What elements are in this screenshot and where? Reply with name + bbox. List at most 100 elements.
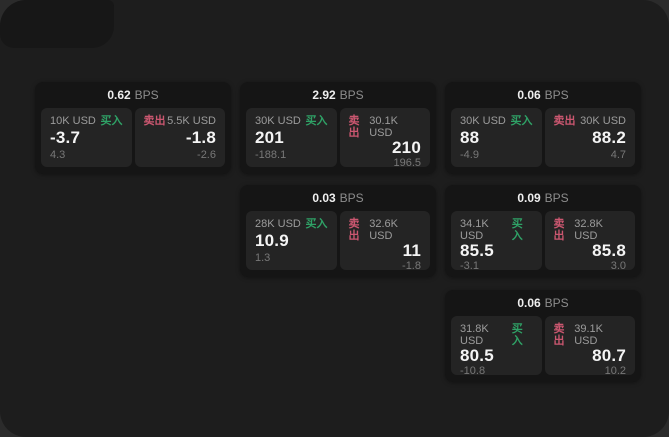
bps-value: 2.92 [312, 88, 336, 102]
bps-value: 0.03 [312, 191, 336, 205]
buy-amount-label: 31.8K USD [460, 323, 489, 347]
buy-delta-value: -188.1 [255, 149, 287, 161]
sell-panel-top: 卖出 30.1K USD [349, 115, 422, 139]
buy-panel[interactable]: 28K USD 买入 10.9 1.3 [246, 211, 337, 270]
buy-panel-top: 30K USD 买入 [255, 115, 328, 127]
buy-side-label: 买入 [510, 115, 533, 127]
sell-panel-top: 卖出 39.1K USD [554, 323, 627, 347]
buy-side-label: 买入 [511, 218, 523, 242]
buy-panel-top: 10K USD 买入 [50, 115, 123, 127]
buy-side-label: 买入 [305, 115, 328, 127]
sell-price-value: 80.7 [592, 346, 626, 365]
card-header: 0.03 BPS [240, 185, 436, 211]
sell-amount-label: 30.1K USD [369, 115, 398, 139]
sell-side-label: 卖出 [143, 115, 166, 127]
sell-delta-value: 4.7 [610, 149, 626, 161]
sell-side-label: 卖出 [553, 218, 565, 242]
bps-unit: BPS [134, 88, 159, 102]
quote-card: 0.09 BPS 34.1K USD 买入 85.5 -3.1 卖出 32.8K… [445, 185, 641, 277]
buy-panel[interactable]: 34.1K USD 买入 85.5 -3.1 [451, 211, 542, 272]
buy-panel-top: 34.1K USD 买入 [460, 218, 533, 242]
sell-price-value: -1.8 [185, 128, 216, 147]
sell-amount-label: 5.5K USD [167, 115, 216, 127]
quote-card: 2.92 BPS 30K USD 买入 201 -188.1 卖出 30.1K … [240, 82, 436, 174]
sell-delta-value: 10.2 [604, 365, 626, 377]
bps-unit: BPS [339, 191, 364, 205]
buy-price-value: 10.9 [255, 231, 289, 250]
sell-price-value: 88.2 [592, 128, 626, 147]
buy-price-value: 201 [255, 128, 284, 147]
buy-delta-value: 4.3 [50, 149, 66, 161]
quote-panels: 10K USD 买入 -3.7 4.3 卖出 5.5K USD -1.8 -2.… [35, 108, 231, 167]
sell-delta-value: 3.0 [610, 260, 626, 272]
sell-price-value: 85.8 [592, 241, 626, 260]
card-header: 0.06 BPS [445, 290, 641, 316]
sell-panel[interactable]: 卖出 32.6K USD 11 -1.8 [339, 211, 430, 272]
sell-panel-top: 卖出 32.8K USD [554, 218, 627, 242]
bps-value: 0.06 [517, 296, 541, 310]
bps-value: 0.09 [517, 191, 541, 205]
bps-unit: BPS [544, 191, 569, 205]
buy-price-value: 85.5 [460, 241, 494, 260]
card-header: 2.92 BPS [240, 82, 436, 108]
buy-delta-value: 1.3 [255, 252, 271, 264]
buy-amount-label: 28K USD [255, 218, 301, 230]
buy-panel-top: 31.8K USD 买入 [460, 323, 533, 347]
buy-side-label: 买入 [100, 115, 123, 127]
card-header: 0.06 BPS [445, 82, 641, 108]
sell-amount-label: 39.1K USD [574, 323, 603, 347]
buy-amount-label: 34.1K USD [460, 218, 489, 242]
sell-panel-top: 卖出 5.5K USD [144, 115, 217, 127]
quote-panels: 30K USD 买入 88 -4.9 卖出 30K USD 88.2 4.7 [445, 108, 641, 167]
buy-panel-top: 30K USD 买入 [460, 115, 533, 127]
buy-panel[interactable]: 30K USD 买入 201 -188.1 [246, 108, 337, 167]
sell-price-value: 210 [392, 138, 421, 157]
bps-unit: BPS [339, 88, 364, 102]
sell-panel[interactable]: 卖出 32.8K USD 85.8 3.0 [544, 211, 635, 272]
bps-value: 0.62 [107, 88, 131, 102]
buy-delta-value: -3.1 [460, 260, 479, 272]
buy-delta-value: -4.9 [460, 149, 479, 161]
sell-price-value: 11 [402, 241, 421, 260]
buy-amount-label: 10K USD [50, 115, 96, 127]
bps-unit: BPS [544, 296, 569, 310]
sell-side-label: 卖出 [553, 323, 565, 347]
sell-delta-value: -2.6 [197, 149, 216, 161]
bps-value: 0.06 [517, 88, 541, 102]
quote-card: 0.03 BPS 28K USD 买入 10.9 1.3 卖出 32.6K US… [240, 185, 436, 277]
quote-panels: 34.1K USD 买入 85.5 -3.1 卖出 32.8K USD 85.8… [445, 211, 641, 272]
buy-panel[interactable]: 30K USD 买入 88 -4.9 [451, 108, 542, 167]
buy-price-value: 88 [460, 128, 480, 147]
sell-delta-value: 196.5 [393, 157, 421, 169]
buy-side-label: 买入 [305, 218, 328, 230]
sell-panel[interactable]: 卖出 39.1K USD 80.7 10.2 [544, 316, 635, 377]
card-header: 0.09 BPS [445, 185, 641, 211]
buy-panel[interactable]: 31.8K USD 买入 80.5 -10.8 [451, 316, 542, 377]
sell-panel[interactable]: 卖出 30K USD 88.2 4.7 [544, 108, 635, 167]
buy-amount-label: 30K USD [255, 115, 301, 127]
quote-card: 0.06 BPS 30K USD 买入 88 -4.9 卖出 30K USD 8… [445, 82, 641, 174]
buy-panel-top: 28K USD 买入 [255, 218, 328, 230]
sell-panel-top: 卖出 32.6K USD [349, 218, 422, 242]
quote-panels: 28K USD 买入 10.9 1.3 卖出 32.6K USD 11 -1.8 [240, 211, 436, 272]
buy-price-value: 80.5 [460, 346, 494, 365]
sell-side-label: 卖出 [348, 218, 360, 242]
sell-side-label: 卖出 [348, 115, 360, 139]
sell-panel[interactable]: 卖出 30.1K USD 210 196.5 [339, 108, 430, 169]
bps-unit: BPS [544, 88, 569, 102]
sell-amount-label: 32.6K USD [369, 218, 398, 242]
sell-side-label: 卖出 [553, 115, 576, 127]
sell-amount-label: 32.8K USD [574, 218, 603, 242]
quote-panels: 30K USD 买入 201 -188.1 卖出 30.1K USD 210 1… [240, 108, 436, 169]
corner-tab [0, 0, 114, 48]
buy-delta-value: -10.8 [460, 365, 486, 377]
quote-card: 0.62 BPS 10K USD 买入 -3.7 4.3 卖出 5.5K USD… [35, 82, 231, 174]
buy-amount-label: 30K USD [460, 115, 506, 127]
sell-panel[interactable]: 卖出 5.5K USD -1.8 -2.6 [134, 108, 225, 167]
buy-panel[interactable]: 10K USD 买入 -3.7 4.3 [41, 108, 132, 167]
quote-card: 0.06 BPS 31.8K USD 买入 80.5 -10.8 卖出 39.1… [445, 290, 641, 382]
card-header: 0.62 BPS [35, 82, 231, 108]
buy-price-value: -3.7 [50, 128, 81, 147]
sell-panel-top: 卖出 30K USD [554, 115, 627, 127]
